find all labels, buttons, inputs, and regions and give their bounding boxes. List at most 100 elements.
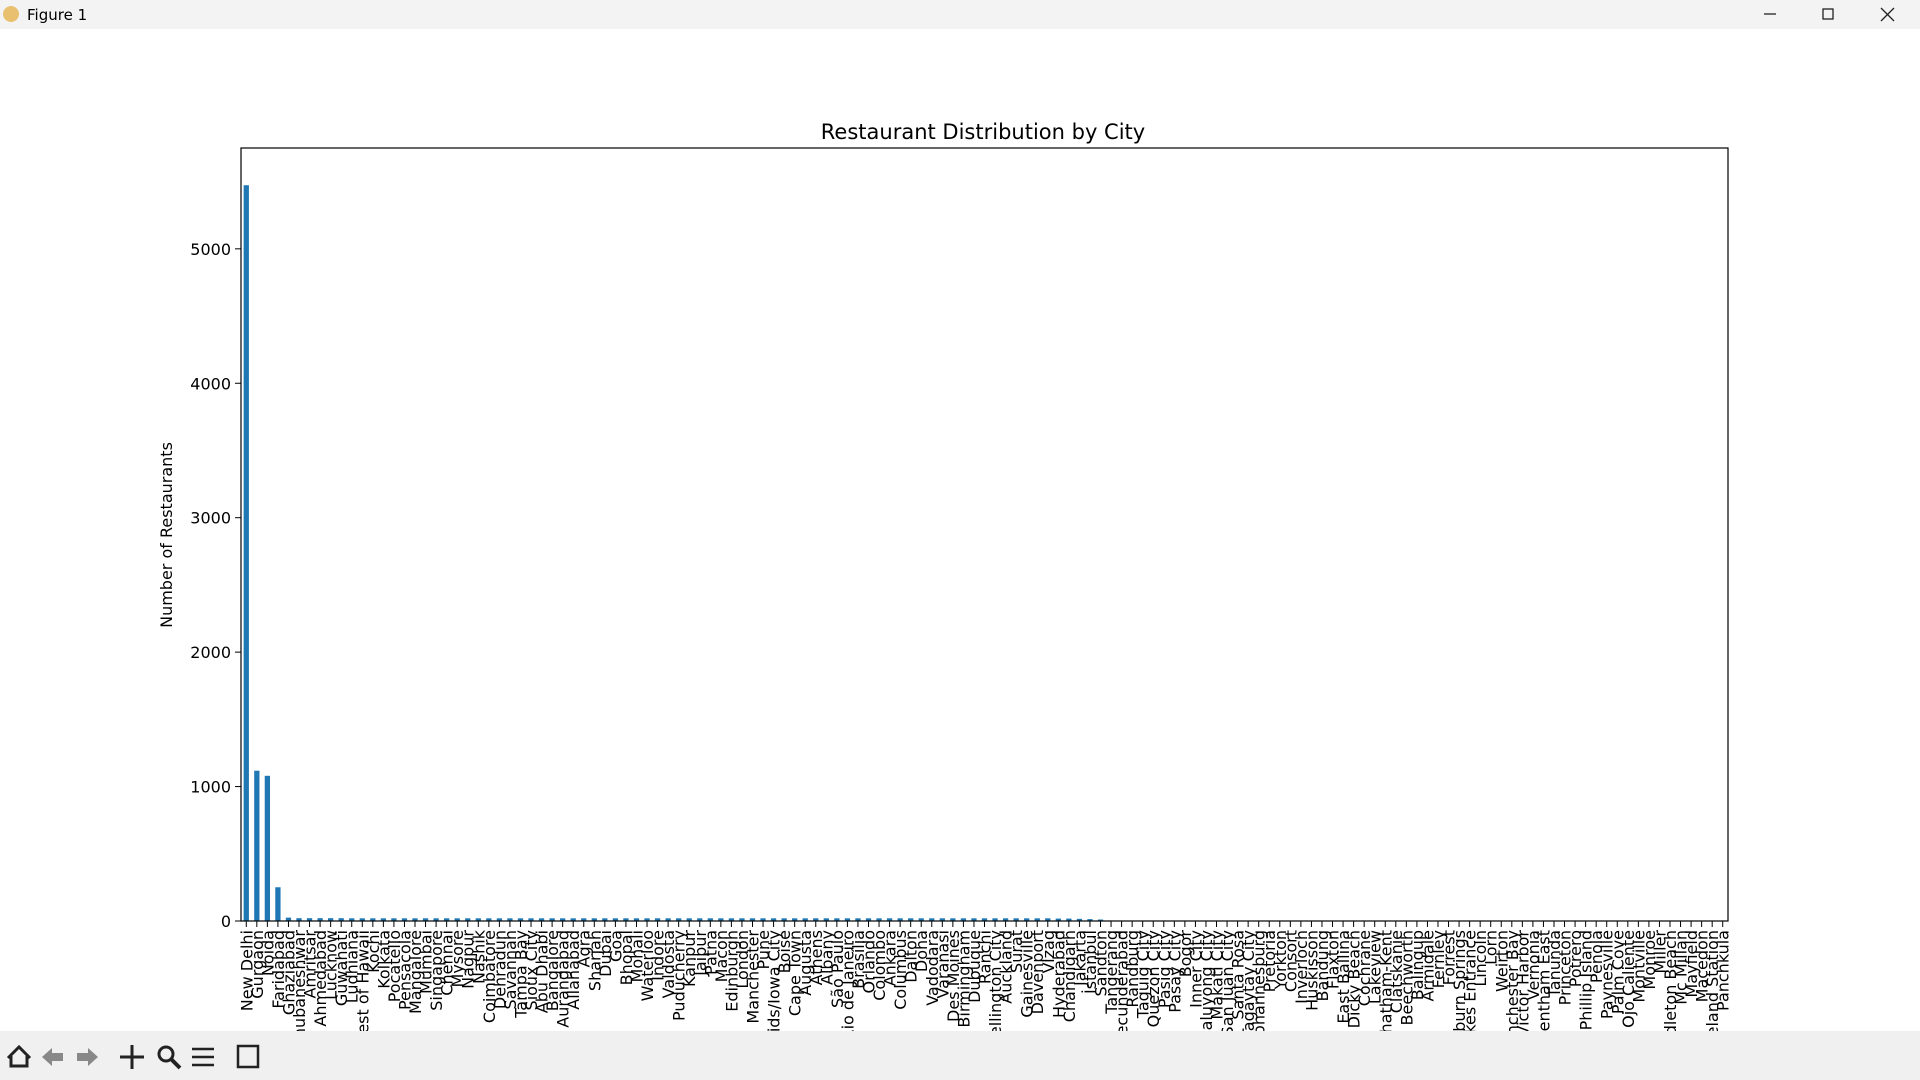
x-tick-label: Waterloo	[638, 930, 657, 1001]
x-tick-label: Rest of Hawaii	[353, 930, 372, 1044]
x-tick-label: Lincoln	[1471, 930, 1490, 987]
x-tick-label: Edinburgh	[722, 930, 741, 1012]
bar	[306, 918, 313, 921]
bar	[1055, 918, 1061, 921]
x-tick-label: Sharjah	[585, 930, 604, 991]
x-tick-label: Mc Millan	[1672, 930, 1691, 1005]
x-tick-label: Auckland	[997, 930, 1016, 1004]
x-tick-label: Wellington City	[986, 930, 1005, 1051]
forward-button[interactable]	[77, 1048, 98, 1066]
x-tick-label: Monroe	[1640, 930, 1659, 990]
x-tick-label: Augusta	[796, 930, 815, 996]
x-tick-label: Chandigarh	[1060, 930, 1079, 1022]
bar	[939, 918, 945, 921]
configure-button[interactable]	[192, 1047, 214, 1067]
bar	[676, 918, 682, 921]
pan-button[interactable]	[120, 1045, 144, 1069]
bar	[1097, 919, 1104, 921]
bar	[496, 918, 503, 921]
x-tick-label: Abu Dhabi	[533, 930, 552, 1013]
x-tick-label: Birmingham	[954, 930, 973, 1028]
x-tick-label: Nashik	[469, 929, 488, 984]
x-tick-label: Ojo Caliente	[1619, 930, 1638, 1028]
x-tick-label: Singapore	[427, 930, 446, 1011]
bar	[401, 918, 408, 921]
save-button[interactable]	[236, 1044, 260, 1069]
x-tick-label: Sioux City	[522, 930, 541, 1010]
bar	[422, 918, 429, 921]
bar	[254, 770, 260, 921]
x-tick-label: Trentham East	[1534, 930, 1553, 1046]
bar	[802, 918, 808, 921]
x-tick-label: Orlando	[859, 930, 878, 994]
bar	[749, 918, 756, 921]
close-button[interactable]	[1880, 7, 1895, 22]
x-tick-label: Patna	[701, 930, 720, 975]
x-tick-label: Colombo	[870, 930, 889, 1001]
x-tick-label: Amritsar	[301, 930, 320, 999]
y-axis-label: Number of Restaurants	[157, 442, 176, 628]
title-bar	[0, 0, 1920, 29]
x-tick-label: Mandaluyong City	[1197, 930, 1216, 1074]
x-tick-label: Consort	[1281, 930, 1300, 992]
bar	[644, 918, 650, 921]
bar	[338, 918, 344, 921]
x-tick-label: Vineland Station	[1703, 930, 1722, 1062]
bar	[370, 918, 376, 921]
bar	[570, 918, 576, 921]
x-tick-label: Athens	[807, 930, 826, 985]
x-tick-label: Doha	[912, 930, 931, 972]
x-tick-label: Vernonia	[1524, 930, 1543, 1000]
bar	[918, 918, 924, 921]
x-tick-label: Mohali	[627, 930, 646, 982]
bar	[623, 918, 629, 921]
x-tick-label: Vizag	[1039, 930, 1058, 973]
x-tick-label: Yorkton	[1271, 930, 1290, 990]
x-tick-label: East Ballina	[1334, 930, 1353, 1024]
bar	[792, 918, 798, 921]
bar	[960, 918, 967, 921]
x-tick-label: Ahmedabad	[311, 930, 330, 1027]
y-tick-label: 5000	[190, 240, 231, 259]
x-tick-label: Albany	[817, 930, 836, 985]
x-tick-label: Balingup	[1408, 930, 1427, 1000]
bar	[1024, 918, 1030, 921]
x-tick-label: London	[733, 930, 752, 989]
x-tick-label: Dubai	[596, 930, 615, 977]
bar	[612, 918, 619, 921]
x-tick-label: Inner City	[1186, 930, 1205, 1008]
bar	[296, 918, 302, 921]
bar	[686, 918, 692, 921]
bar	[507, 918, 513, 921]
x-tick-label: Fernley	[1429, 930, 1448, 988]
bar	[718, 918, 724, 921]
bar	[528, 918, 534, 921]
x-tick-label: Manchester	[743, 930, 762, 1024]
bar	[855, 918, 861, 921]
x-tick-label: Ankara	[881, 930, 900, 986]
back-button[interactable]	[42, 1048, 63, 1066]
bar	[929, 918, 935, 921]
x-tick-label: Faridabad	[269, 930, 288, 1009]
x-tick-label: Lorn	[1482, 930, 1501, 965]
bar	[581, 918, 587, 921]
x-tick-label: São Paulo	[828, 930, 847, 1008]
bar	[981, 918, 988, 921]
x-tick-label: Princeton	[1556, 930, 1575, 1005]
x-tick-label: Pune	[754, 930, 773, 970]
restore-button[interactable]	[1822, 8, 1834, 20]
x-tick-label: Kolkata	[374, 930, 393, 989]
x-tick-label: Allahabad	[564, 930, 583, 1010]
window-title: Figure 1	[27, 6, 87, 24]
x-tick-label: Macon	[712, 930, 731, 982]
x-tick-label: Dehradun	[490, 930, 509, 1009]
x-tick-label: Huskisson	[1302, 930, 1321, 1011]
zoom-button[interactable]	[157, 1045, 175, 1063]
home-button[interactable]	[6, 1044, 32, 1068]
x-tick-label: Puducherry	[670, 930, 689, 1021]
x-tick-label: Lakeview	[1366, 930, 1385, 1004]
y-tick-label: 2000	[190, 643, 231, 662]
bar	[865, 918, 872, 921]
